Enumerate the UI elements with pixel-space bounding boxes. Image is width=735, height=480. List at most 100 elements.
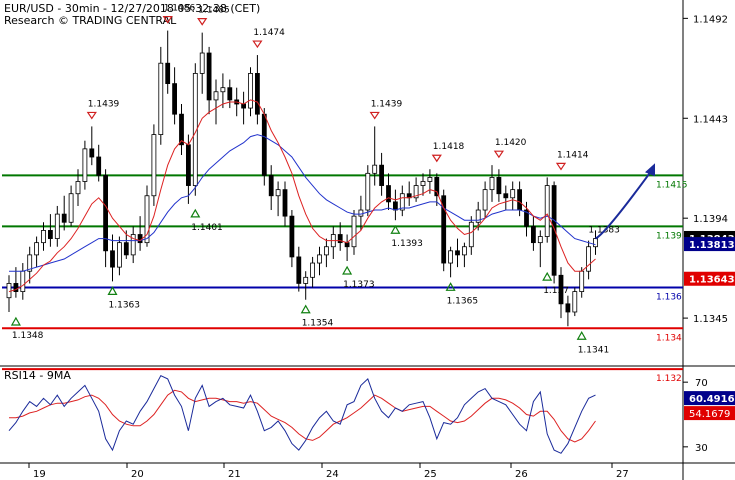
candle-body [6, 283, 12, 299]
candle-body [151, 134, 157, 197]
candle-body [41, 230, 46, 244]
candle-body [579, 270, 585, 292]
candle-body [510, 189, 516, 199]
swing-high-marker [369, 111, 380, 120]
candle-body [468, 221, 474, 248]
swing-low-marker [390, 225, 401, 234]
candle-body [275, 189, 281, 197]
candle-body [179, 113, 184, 146]
rsi-ma-value-tag [684, 406, 735, 421]
candle-body [496, 177, 502, 195]
candle-body [296, 256, 302, 284]
candle-body [586, 246, 591, 272]
time-tick-label: 20 [131, 469, 144, 480]
candle-body [317, 254, 322, 264]
swing-high-marker [162, 15, 173, 24]
candle-body [434, 177, 440, 197]
projection-arrow-line [594, 170, 652, 240]
candle-body [89, 148, 95, 158]
candle-body [289, 215, 295, 258]
swing-low-marker [300, 304, 311, 314]
candle-body [123, 242, 129, 256]
candle-body [68, 193, 74, 223]
candle-body [75, 181, 81, 195]
swing-low-label: 1.1401 [191, 223, 223, 233]
candle-body [241, 103, 247, 109]
candle-body [172, 83, 178, 115]
price-tag-box [684, 237, 735, 252]
time-tick-label: 27 [616, 469, 629, 480]
swing-low-label: 1.1373 [343, 280, 375, 290]
swing-low-marker [10, 316, 21, 326]
candle-body [165, 62, 171, 85]
swing-high-label: 1.1418 [433, 142, 465, 152]
candle-body [199, 52, 205, 74]
swing-low-marker [445, 282, 456, 291]
rsi-ma-line [9, 389, 596, 443]
candle-body [358, 209, 364, 217]
swing-high-label: 1.1474 [253, 28, 285, 38]
candle-body [227, 87, 233, 101]
candle-body [158, 62, 164, 135]
candle-body [593, 238, 598, 248]
candle-body [337, 234, 343, 244]
candle-body [254, 73, 260, 115]
swing-low-marker [107, 286, 118, 295]
candle-body [282, 189, 288, 217]
candle-body [524, 209, 529, 227]
candle-body [441, 195, 447, 264]
swing-low-marker [190, 208, 201, 218]
swing-low-label: 1.1354 [302, 319, 334, 329]
level-label: 1.132 [656, 374, 682, 384]
candle-body [117, 242, 122, 268]
candle-body [248, 73, 253, 109]
candle-body [420, 181, 426, 186]
rsi-line [8, 375, 596, 454]
candle-body [551, 185, 557, 276]
candle-body [392, 201, 398, 211]
chart-subtitle: Research © TRADING CENTRAL [4, 14, 177, 27]
level-label: 1.136 [656, 293, 682, 303]
swing-high-label: 1.1486 [164, 4, 196, 14]
ma-long-line [9, 134, 596, 272]
candle-body [503, 193, 509, 199]
rsi-value-label: 60.4916 [689, 394, 735, 405]
swing-high-label: 1.1414 [557, 150, 589, 160]
candle-body [54, 213, 60, 239]
swing-high-label: 1.1439 [88, 99, 120, 109]
candle-body [565, 303, 571, 313]
swing-low-label: 1.1365 [447, 296, 479, 306]
candle-body [303, 276, 309, 284]
time-tick-label: 24 [326, 469, 339, 480]
time-tick-label: 21 [228, 469, 241, 480]
swing-high-marker [555, 162, 567, 171]
candle-body [82, 148, 88, 182]
price-tick-label: 1.1345 [693, 314, 728, 325]
level-label: 1.134 [656, 333, 682, 343]
swing-high-marker [431, 154, 442, 163]
swing-high-marker [493, 150, 505, 159]
swing-low-marker [576, 331, 587, 340]
candle-body [517, 189, 522, 211]
swing-low-label: 1.1393 [391, 239, 423, 249]
candle-body [427, 177, 433, 182]
candle-body [544, 185, 550, 237]
rsi-tick-label: 70 [695, 378, 708, 389]
rsi-value-tag [684, 391, 735, 406]
price-tag-label: 1.13643 [689, 275, 735, 286]
candle-body [351, 215, 357, 248]
candle-body [399, 193, 405, 211]
level-label: 1.139 [656, 231, 682, 241]
swing-high-marker [86, 111, 97, 120]
swing-high-marker [252, 40, 263, 49]
candle-body [130, 234, 136, 256]
level-label: 1.1415 [656, 180, 688, 190]
swing-low-marker [342, 265, 353, 275]
swing-high-label: 1.1439 [371, 99, 403, 109]
rsi-tick-label: 30 [695, 443, 708, 454]
candle-body [537, 236, 543, 244]
candle-body [558, 274, 564, 305]
candle-body [372, 164, 378, 174]
candle-body [206, 52, 212, 101]
